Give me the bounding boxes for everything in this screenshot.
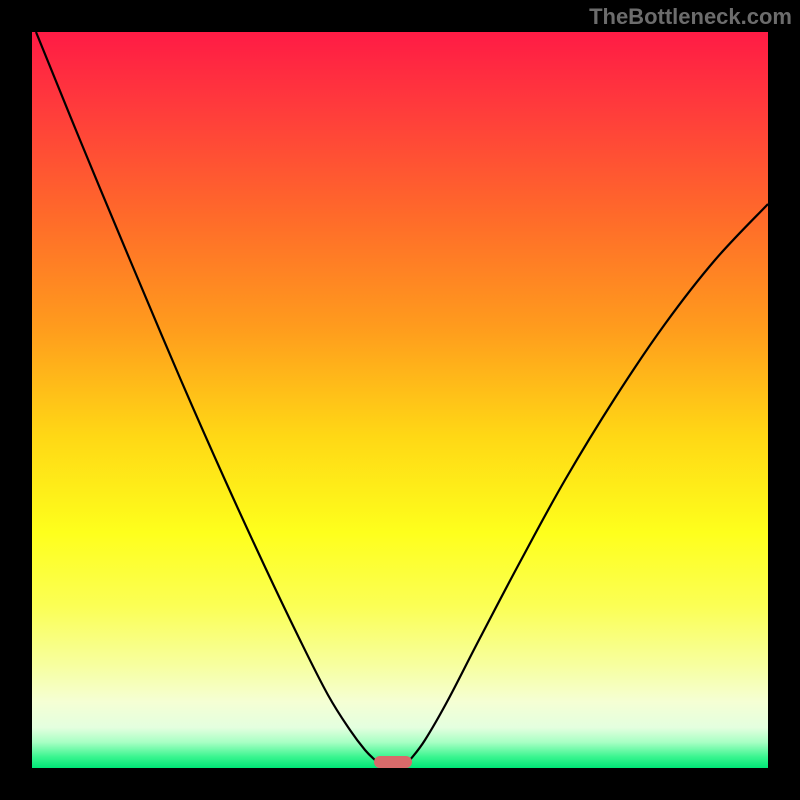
plot-background — [32, 32, 768, 768]
watermark-label: TheBottleneck.com — [589, 4, 792, 30]
chart-frame: TheBottleneck.com — [0, 0, 800, 800]
optimal-marker — [374, 756, 412, 768]
bottleneck-chart — [0, 0, 800, 800]
